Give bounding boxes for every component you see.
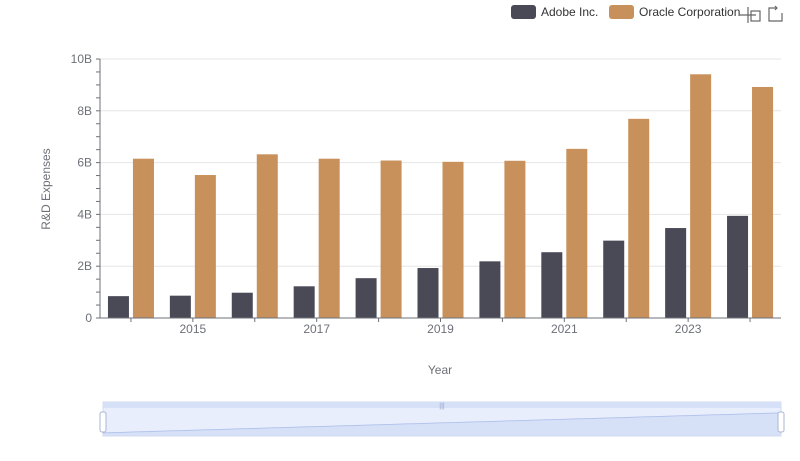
slider-top-bar[interactable] [103,402,781,408]
bar-oracle-2023[interactable] [690,74,712,318]
bar-oracle-2021[interactable] [566,148,588,318]
legend-item-oracle[interactable]: Oracle Corporation [609,5,740,19]
bar-oracle-2016[interactable] [256,154,278,318]
slider-left-handle[interactable] [99,411,107,433]
x-tick-label: 2015 [180,322,207,336]
x-axis: 2015 2017 2019 2021 2023 [100,317,781,336]
bar-oracle-2019[interactable] [442,161,464,318]
y-tick-label: 10B [71,52,92,66]
bar-adobe-2023[interactable] [665,228,687,318]
slider-preview-area [103,413,781,436]
legend-swatch-adobe [511,5,536,19]
y-axis: 0 2B 4B 6B 8B 10B [71,52,101,325]
bar-adobe-2014[interactable] [107,296,129,318]
y-axis-title: R&D Expenses [39,148,53,229]
y-tick-label: 4B [77,207,92,221]
bar-oracle-2018[interactable] [380,160,402,318]
bar-adobe-2017[interactable] [293,286,315,318]
legend-item-adobe[interactable]: Adobe Inc. [511,5,598,19]
y-tick-label: 2B [77,259,92,273]
bar-adobe-2022[interactable] [603,240,625,318]
x-axis-title: Year [428,363,452,377]
bar-adobe-2015[interactable] [169,295,191,318]
bar-oracle-2022[interactable] [628,118,650,318]
legend: Adobe Inc. Oracle Corporation [511,5,740,19]
y-tick-label: 8B [77,104,92,118]
bar-oracle-2015[interactable] [194,175,216,318]
x-tick-label: 2021 [551,322,578,336]
bar-oracle-2017[interactable] [318,158,340,318]
bar-adobe-2018[interactable] [355,278,377,318]
x-tick-label: 2017 [303,322,330,336]
bar-adobe-2021[interactable] [541,252,563,318]
data-zoom-slider[interactable]: ||| [99,401,785,437]
bar-adobe-2016[interactable] [231,292,253,318]
bar-oracle-2020[interactable] [504,160,526,318]
x-tick-label: 2023 [675,322,702,336]
bar-oracle-2024[interactable] [752,86,774,318]
bar-adobe-2019[interactable] [417,268,439,318]
bar-adobe-2024[interactable] [727,215,749,318]
bar-adobe-2020[interactable] [479,261,501,318]
x-tick-label: 2019 [427,322,454,336]
slider-grip-icon: ||| [439,403,445,410]
legend-swatch-oracle [609,5,634,19]
slider-right-handle[interactable] [777,411,785,433]
zoom-reset-icon[interactable] [768,5,783,22]
zoom-icon[interactable] [740,7,761,23]
bars [107,74,774,318]
legend-label-oracle: Oracle Corporation [639,5,740,19]
bar-oracle-2014[interactable] [132,158,154,318]
y-tick-label: 6B [77,156,92,170]
y-tick-label: 0 [85,311,92,325]
legend-label-adobe: Adobe Inc. [541,5,598,19]
